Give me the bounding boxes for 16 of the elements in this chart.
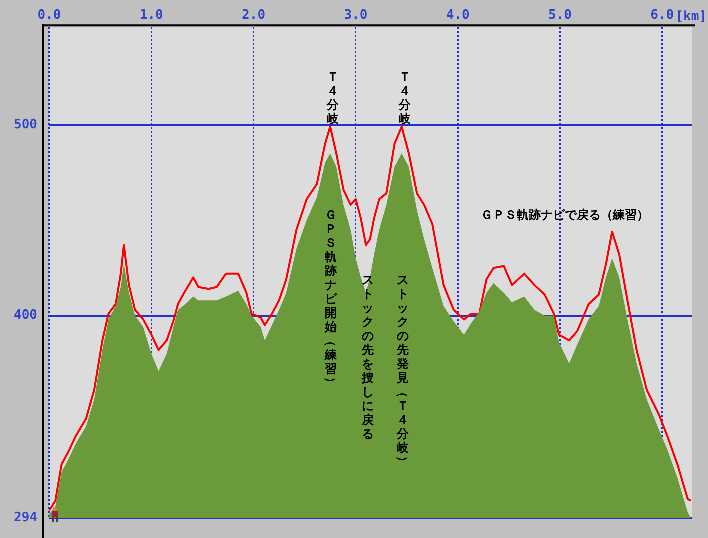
x-tick-label: 6.0 [650,8,674,24]
x-tick-label: 3.0 [344,8,368,24]
y-tick-label: 400 [14,308,38,324]
text: ストックの先発見（Ｔ４分岐） [396,273,410,468]
text: ＧＰＳ軌跡ナビ開始（練習） [324,208,338,389]
annotation: ＧＰＳ軌跡ナビで戻る（練習） [481,208,649,222]
annotation: Ｔ４分岐 [327,70,339,126]
x-tick-label: 4.0 [446,8,470,24]
x-tick-label: 5.0 [548,8,572,24]
x-tick-label: 2.0 [242,8,266,24]
y-tick-label: 294 [14,510,38,526]
x-tick-label: 1.0 [140,8,164,24]
x-axis-title: [km] [676,9,707,24]
x-tick-label: 0.0 [38,8,62,24]
y-tick-label: 500 [14,117,38,132]
annotation: Ｔ４分岐 [399,70,411,126]
